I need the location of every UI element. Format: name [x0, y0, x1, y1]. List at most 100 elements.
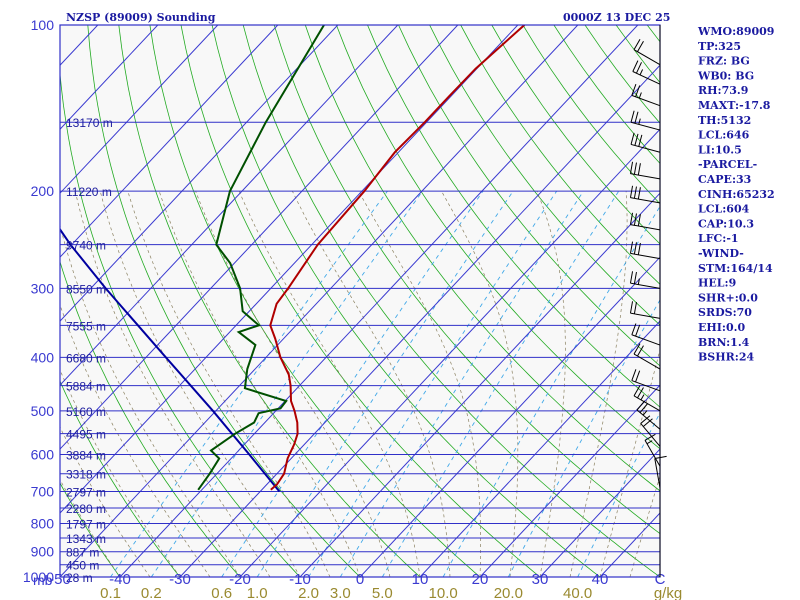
mixing-ratio-label: g/kg	[654, 585, 682, 600]
height-label: 2280 m	[66, 502, 106, 516]
isotherm	[299, 192, 660, 577]
wind-barb-flag	[639, 403, 649, 413]
moist-adiabat	[536, 191, 566, 577]
index-line: LI:10.5	[698, 143, 742, 156]
height-label: 1343 m	[66, 532, 106, 546]
temperature-tick-label: -10	[289, 571, 311, 588]
wind-barb-flag	[631, 369, 637, 381]
wind-barb-flag	[635, 62, 642, 74]
wind-barb-flag	[629, 212, 634, 225]
temperature-tick-label: -40	[109, 571, 131, 588]
wind-barb-flag	[637, 214, 641, 227]
height-label: 28 m	[66, 571, 93, 585]
wind-barb-half-flag	[639, 69, 644, 76]
wind-barb-staff	[630, 197, 661, 204]
wind-barb	[629, 161, 661, 180]
index-line: CAP:10.3	[698, 217, 754, 230]
wind-barb-staff	[654, 458, 661, 489]
wind-barb-flag	[629, 161, 634, 174]
wind-barb	[640, 415, 661, 447]
pressure-tick-label: 300	[31, 280, 55, 296]
index-line: SRDS:70	[698, 306, 752, 319]
isotherm	[179, 64, 660, 577]
isotherm	[60, 25, 159, 130]
wind-barb-half-flag	[640, 394, 645, 401]
isotherm	[359, 256, 660, 577]
pressure-tick-label: 500	[31, 403, 55, 419]
wind-barb-staff	[640, 423, 661, 447]
index-line: SHR+:0.0	[698, 291, 758, 304]
moist-adiabat	[127, 191, 331, 577]
height-label: 1797 m	[66, 518, 106, 532]
index-line: FRZ: BG	[698, 55, 750, 68]
isotherm	[60, 25, 579, 577]
isotherm	[60, 25, 399, 386]
isotherm	[419, 320, 660, 577]
index-line: MAXT:-17.8	[698, 99, 771, 112]
index-line: EHI:0.0	[698, 321, 745, 334]
wind-barb-flag	[637, 41, 644, 52]
pressure-tick-label: 800	[31, 516, 55, 532]
wind-barb-half-flag	[638, 92, 642, 99]
wind-barb	[633, 385, 661, 412]
mixing-ratio-label: 40.0	[563, 585, 592, 600]
wind-barb-flag	[635, 324, 641, 337]
wind-barb-flag	[642, 418, 653, 427]
wind-barb	[632, 60, 661, 85]
wind-barb	[631, 323, 661, 346]
dewpoint-trace	[197, 25, 325, 491]
mixing-ratio-label: 20.0	[494, 585, 523, 600]
mixing-ratio-label: 3.0	[330, 585, 351, 600]
wind-barb-flag	[637, 387, 644, 399]
isotherm	[60, 25, 279, 258]
wind-barb-flag	[634, 133, 639, 146]
height-label: 4495 m	[66, 428, 106, 442]
index-line: TP:325	[698, 40, 741, 53]
wind-barb-flag	[633, 385, 641, 397]
plot-background	[60, 25, 660, 577]
temperature-tick-label: -50	[49, 571, 71, 588]
wind-barb	[631, 83, 661, 107]
isotherm	[239, 128, 660, 577]
wind-barb-staff	[633, 49, 661, 66]
mixing-ratio-line	[381, 190, 620, 577]
height-label: 5884 m	[66, 380, 106, 394]
wind-barb-staff	[632, 71, 661, 85]
wind-barb-staff	[630, 252, 661, 260]
index-line: -WIND-	[698, 247, 744, 260]
pressure-tick-label: 100	[31, 17, 55, 33]
wind-barb-flag	[631, 323, 637, 335]
moist-adiabat	[158, 191, 361, 577]
wind-barb-flag	[629, 301, 634, 314]
mixing-ratio-line	[339, 190, 584, 577]
isotherm	[60, 25, 459, 450]
wind-barb-half-flag	[637, 278, 640, 285]
mixing-ratio-line	[110, 190, 388, 577]
index-line: LFC:-1	[698, 232, 739, 245]
mixing-ratio-label: 2.0	[298, 585, 319, 600]
pressure-tick-label: 600	[31, 447, 55, 463]
wind-barb	[636, 400, 661, 430]
index-line: BSHR:24	[698, 351, 754, 364]
pressure-tick-label: 400	[31, 349, 55, 365]
height-label: 3884 m	[66, 449, 106, 463]
index-line: BRN:1.4	[698, 336, 750, 349]
isotherm	[119, 25, 639, 577]
wind-barb	[654, 455, 667, 489]
mixing-ratio-label: 0.6	[211, 585, 232, 600]
mixing-ratio-label: 0.2	[141, 585, 162, 600]
wind-barb-flag	[644, 433, 656, 441]
wind-barb-flag	[636, 400, 646, 411]
index-line: LCL:646	[698, 129, 750, 142]
height-label: 5160 m	[66, 405, 106, 419]
temperature-tick-label: 30	[532, 571, 549, 588]
height-label: 13170 m	[66, 116, 113, 130]
index-line: RH:73.9	[698, 84, 748, 97]
wind-barb	[629, 271, 661, 289]
wind-barb-staff	[631, 94, 661, 107]
pressure-tick-label: 200	[31, 183, 55, 199]
wind-barb-flag	[631, 83, 637, 96]
station-title: NZSP (89009) Sounding	[66, 11, 216, 24]
